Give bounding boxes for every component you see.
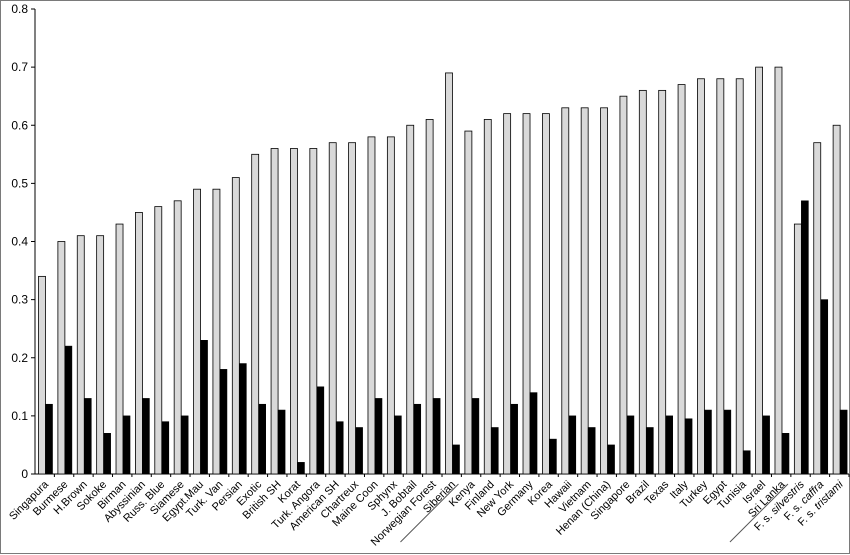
- bar-series-1: [793, 223, 802, 475]
- bar-series-1: [619, 95, 628, 475]
- bar-series-1: [154, 206, 163, 475]
- bar-series-2: [200, 340, 208, 475]
- bar-series-2: [684, 418, 693, 475]
- bar-series-1: [328, 142, 337, 475]
- bar-series-2: [801, 200, 809, 475]
- bar-series-2: [258, 403, 266, 475]
- bar-series-2: [277, 409, 286, 475]
- bar-series-2: [142, 398, 150, 475]
- bar-series-1: [386, 136, 395, 475]
- bar-series-2: [239, 363, 247, 475]
- bar-series-2: [122, 415, 131, 475]
- bar-series-1: [658, 89, 667, 475]
- bar-series-2: [335, 421, 344, 475]
- bar-series-1: [348, 142, 356, 475]
- bar-series-2: [704, 409, 712, 475]
- bar-series-1: [38, 275, 46, 475]
- bar-series-1: [580, 107, 589, 475]
- bar-series-2: [568, 415, 577, 475]
- bar-series-2: [374, 398, 383, 475]
- bar-series-2: [297, 462, 305, 475]
- bar-series-2: [180, 415, 189, 475]
- bar-series-2: [665, 415, 673, 475]
- bar-series-2: [587, 427, 596, 475]
- bar-series-2: [723, 409, 732, 475]
- bar-series-1: [697, 78, 705, 475]
- bar-series-2: [626, 415, 635, 475]
- bar-series-2: [646, 427, 654, 475]
- bar-series-1: [735, 78, 744, 475]
- bar-series-2: [355, 427, 363, 475]
- bar-series-2: [316, 386, 325, 475]
- bar-series-1: [542, 113, 550, 475]
- bar-series-2: [452, 444, 460, 475]
- bar-series-1: [57, 241, 66, 475]
- bar-series-1: [212, 188, 221, 475]
- bar-series-1: [76, 235, 85, 475]
- bar-series-1: [231, 177, 240, 475]
- bar-series-2: [820, 299, 829, 475]
- bar-series-2: [103, 433, 111, 475]
- bar-series-2: [83, 398, 92, 475]
- bar-series-1: [135, 212, 143, 475]
- bar-series-1: [503, 113, 512, 475]
- bar-series-2: [529, 392, 538, 475]
- bar-series-1: [561, 107, 570, 475]
- bar-series-2: [413, 403, 422, 475]
- bar-series-1: [755, 66, 763, 475]
- y-tick-label: 0.8: [11, 2, 28, 16]
- y-tick-label: 0.6: [11, 118, 28, 132]
- bar-series-1: [522, 113, 531, 475]
- bar-series-1: [716, 78, 725, 475]
- bar-series-2: [549, 438, 557, 475]
- bar-series-2: [762, 415, 770, 475]
- bar-series-2: [64, 345, 73, 475]
- group-divider-line: [400, 483, 459, 543]
- bar-series-2: [219, 369, 228, 475]
- bar-series-1: [193, 188, 201, 475]
- bar-series-1: [270, 148, 279, 475]
- y-tick-label: 0.7: [11, 60, 28, 74]
- bar-series-1: [600, 107, 608, 475]
- bar-series-1: [367, 136, 376, 475]
- bar-series-1: [309, 148, 318, 475]
- bar-series-1: [173, 200, 182, 475]
- bar-series-2: [839, 409, 848, 475]
- bar-series-2: [781, 433, 790, 475]
- bar-series-1: [774, 66, 783, 475]
- bar-series-2: [607, 444, 615, 475]
- bar-series-1: [483, 119, 492, 475]
- bar-series-2: [510, 403, 518, 475]
- y-tick-label: 0.3: [11, 293, 28, 307]
- bar-series-2: [432, 398, 441, 475]
- bar-series-2: [394, 415, 402, 475]
- bar-series-2: [45, 403, 53, 475]
- bar-series-2: [161, 421, 170, 475]
- bar-series-1: [813, 142, 822, 475]
- group-divider-line: [729, 483, 789, 543]
- y-tick-label: 0.1: [11, 409, 28, 423]
- bar-series-1: [406, 124, 415, 475]
- bar-series-2: [471, 398, 480, 475]
- bar-series-1: [290, 148, 298, 475]
- bar-series-1: [425, 119, 434, 475]
- y-tick-label: 0: [21, 467, 28, 481]
- bar-series-2: [742, 450, 751, 475]
- bar-series-1: [445, 72, 453, 475]
- bar-series-2: [490, 427, 499, 475]
- y-tick-label: 0.5: [11, 176, 28, 190]
- bar-series-1: [832, 124, 841, 475]
- bar-series-1: [638, 89, 647, 475]
- y-tick-label: 0.2: [11, 351, 28, 365]
- bar-series-1: [677, 84, 686, 475]
- bar-series-1: [96, 235, 105, 475]
- y-tick-label: 0.4: [11, 235, 28, 249]
- bar-series-1: [115, 223, 124, 475]
- bar-series-1: [464, 130, 473, 475]
- bar-series-1: [251, 153, 260, 475]
